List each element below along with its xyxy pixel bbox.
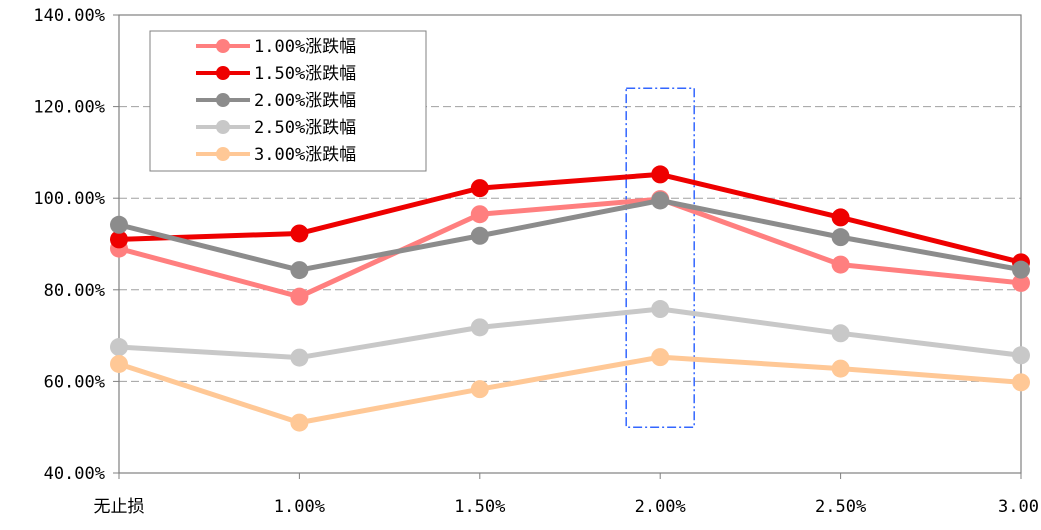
x-tick-label: 2.50% bbox=[815, 497, 866, 517]
x-tick-label: 1.50% bbox=[454, 497, 505, 517]
data-point bbox=[651, 191, 670, 210]
legend-entry: 3.00%涨跌幅 bbox=[196, 145, 356, 165]
legend-label: 1.00%涨跌幅 bbox=[254, 37, 356, 57]
series-5 bbox=[110, 348, 1030, 432]
legend-entry: 1.50%涨跌幅 bbox=[196, 64, 356, 84]
data-point bbox=[470, 380, 489, 399]
series-layer bbox=[110, 165, 1030, 432]
series-line bbox=[118, 354, 1022, 426]
data-point bbox=[651, 348, 670, 367]
data-point bbox=[290, 261, 309, 280]
data-point bbox=[290, 413, 309, 432]
data-point bbox=[831, 228, 850, 247]
highlight-box bbox=[625, 87, 695, 428]
x-tick-label: 2.00% bbox=[635, 497, 686, 517]
y-tick-label: 60.00% bbox=[44, 372, 105, 392]
data-point bbox=[470, 179, 489, 198]
y-tick-label: 140.00% bbox=[33, 6, 105, 26]
data-point bbox=[110, 338, 128, 357]
data-point bbox=[110, 230, 128, 249]
legend-label: 1.50%涨跌幅 bbox=[254, 64, 356, 84]
data-point bbox=[651, 300, 670, 319]
legend-marker bbox=[216, 66, 230, 80]
legend-marker bbox=[216, 39, 230, 53]
data-point bbox=[1012, 373, 1030, 392]
legend-label: 2.00%涨跌幅 bbox=[254, 91, 356, 111]
legend: 1.00%涨跌幅 1.50%涨跌幅 2.00%涨跌幅 2.50%涨跌幅 3.00%涨跌幅 bbox=[149, 30, 427, 172]
legend-marker bbox=[216, 93, 230, 107]
y-tick-label: 100.00% bbox=[33, 189, 105, 209]
data-point bbox=[831, 324, 850, 343]
y-tick-label: 40.00% bbox=[44, 464, 105, 484]
series-line bbox=[118, 196, 1022, 300]
annotation-layer bbox=[625, 87, 695, 428]
series-line bbox=[118, 171, 1022, 265]
legend-label: 3.00%涨跌幅 bbox=[254, 145, 356, 165]
legend-entry: 2.00%涨跌幅 bbox=[196, 91, 356, 111]
legend-entry: 2.50%涨跌幅 bbox=[196, 118, 356, 138]
data-point bbox=[290, 287, 309, 306]
x-tick-label: 无止损 bbox=[94, 497, 145, 517]
data-point bbox=[110, 215, 128, 234]
y-tick-label: 80.00% bbox=[44, 281, 105, 301]
data-point bbox=[470, 318, 489, 337]
data-point bbox=[290, 348, 309, 367]
data-point bbox=[831, 208, 850, 227]
data-point bbox=[831, 255, 850, 274]
legend-marker bbox=[216, 120, 230, 134]
series-line bbox=[118, 197, 1022, 273]
data-point bbox=[1012, 346, 1030, 365]
series-3 bbox=[110, 191, 1030, 280]
data-point bbox=[110, 354, 128, 373]
x-tick-label: 1.00% bbox=[274, 497, 325, 517]
data-point bbox=[470, 226, 489, 245]
legend-label: 2.50%涨跌幅 bbox=[254, 118, 356, 138]
data-point bbox=[290, 224, 309, 243]
data-point bbox=[651, 165, 670, 184]
data-point bbox=[470, 205, 489, 224]
y-tick-label: 120.00% bbox=[33, 98, 105, 118]
series-4 bbox=[110, 300, 1030, 367]
series-line bbox=[118, 306, 1022, 361]
data-point bbox=[1012, 260, 1030, 279]
legend-marker bbox=[216, 147, 230, 161]
data-point bbox=[831, 359, 850, 378]
legend-entry: 1.00%涨跌幅 bbox=[196, 37, 356, 57]
data-point bbox=[1012, 273, 1030, 292]
series-2 bbox=[110, 165, 1030, 272]
axis-layer: 40.00% 60.00% 80.00% 100.00% 120.00% 140.00% 无… bbox=[33, 6, 1039, 517]
x-tick-label: 3.00 bbox=[998, 497, 1039, 517]
